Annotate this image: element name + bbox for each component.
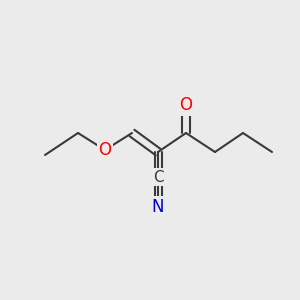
Text: C: C <box>153 169 163 184</box>
Text: N: N <box>152 198 164 216</box>
Text: O: O <box>179 96 193 114</box>
Text: O: O <box>98 141 112 159</box>
